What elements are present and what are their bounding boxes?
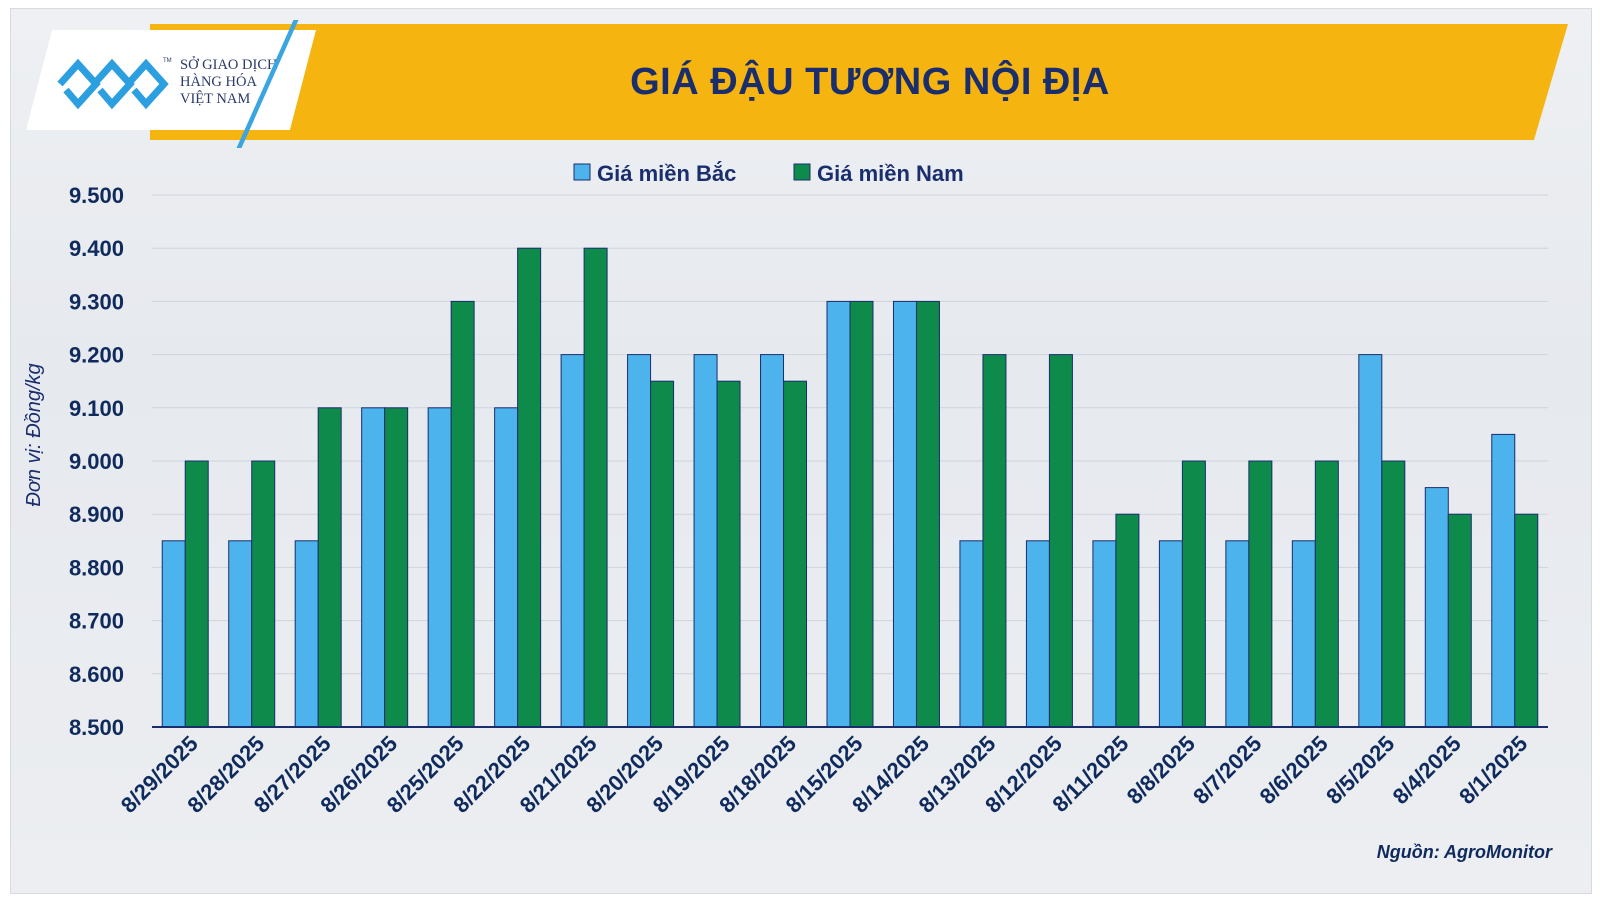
bar-north — [1025, 540, 1050, 728]
page-title: GIÁ ĐẬU TƯƠNG NỘI ĐỊA — [630, 60, 1110, 103]
bar-south — [716, 380, 741, 728]
bar-north — [294, 540, 319, 728]
x-tick-label: 8/1/2025 — [1454, 731, 1532, 809]
legend-swatch-south — [793, 163, 811, 181]
bar-north — [1358, 354, 1383, 728]
bar-south — [251, 460, 276, 728]
bar-north — [1291, 540, 1316, 728]
bar-north — [560, 354, 585, 728]
bar-north — [1225, 540, 1250, 728]
bar-south — [1514, 513, 1539, 728]
y-tick-label: 9.300 — [69, 289, 124, 314]
bar-south — [1447, 513, 1472, 728]
legend-swatch-north — [573, 163, 591, 181]
bar-south — [317, 407, 342, 728]
bar-north — [427, 407, 452, 728]
y-tick-label: 9.400 — [69, 236, 124, 261]
y-axis-ticks: 9.500 9.400 9.300 9.200 9.100 9.000 8.900 8.800… — [69, 183, 124, 740]
bar-south — [517, 247, 542, 728]
bar-south — [849, 300, 874, 728]
bar-south — [1381, 460, 1406, 728]
trademark-mark: TM — [163, 58, 172, 64]
x-tick-label: 8/6/2025 — [1255, 731, 1333, 809]
y-tick-label: 8.900 — [69, 502, 124, 527]
x-tick-label: 8/8/2025 — [1122, 731, 1200, 809]
bar-north — [959, 540, 984, 728]
legend: Giá miền Bắc Giá miền Nam — [573, 161, 964, 186]
logo-line-3: VIỆT NAM — [180, 91, 251, 107]
bar-north — [1491, 433, 1516, 728]
bar-south — [384, 407, 409, 728]
bar-south — [184, 460, 209, 728]
bar-north — [892, 300, 917, 728]
x-tick-label: 8/7/2025 — [1188, 731, 1266, 809]
x-tick-label: 8/5/2025 — [1321, 731, 1399, 809]
bar-north — [1424, 487, 1449, 728]
y-tick-label: 8.500 — [69, 715, 124, 740]
source-note: Nguồn: AgroMonitor — [1376, 842, 1552, 862]
y-tick-label: 8.800 — [69, 555, 124, 580]
bar-south — [583, 247, 608, 728]
y-tick-label: 8.600 — [69, 662, 124, 687]
bar-south — [915, 300, 940, 728]
bars — [161, 247, 1539, 728]
bar-south — [1181, 460, 1206, 728]
x-axis-ticks: 8/29/20258/28/20258/27/20258/26/20258/25… — [116, 731, 1532, 818]
y-tick-label: 8.700 — [69, 609, 124, 634]
bar-south — [783, 380, 808, 728]
legend-label-south: Giá miền Nam — [817, 161, 964, 186]
bar-south — [982, 354, 1007, 728]
bar-north — [1092, 540, 1117, 728]
x-tick-label: 8/4/2025 — [1388, 731, 1466, 809]
bar-south — [1048, 354, 1073, 728]
y-tick-label: 9.200 — [69, 343, 124, 368]
bar-north — [494, 407, 519, 728]
bar-north — [361, 407, 386, 728]
title-banner — [150, 24, 1568, 140]
y-tick-label: 9.000 — [69, 449, 124, 474]
bar-north — [627, 354, 652, 728]
y-tick-label: 9.100 — [69, 396, 124, 421]
logo-line-1: SỞ GIAO DỊCH — [180, 57, 278, 73]
exchange-logo-icon — [57, 58, 169, 110]
bar-north — [228, 540, 253, 728]
bar-south — [1115, 513, 1140, 728]
bar-south — [650, 380, 675, 728]
logo-line-2: HÀNG HÓA — [180, 74, 257, 90]
bar-north — [693, 354, 718, 728]
logo-text: SỞ GIAO DỊCH HÀNG HÓA VIỆT NAM — [180, 57, 310, 108]
bar-south — [1314, 460, 1339, 728]
y-axis-label: Đơn vị: Đồng/kg — [23, 363, 45, 506]
bar-south — [1248, 460, 1273, 728]
legend-label-north: Giá miền Bắc — [597, 161, 736, 186]
bar-north — [1158, 540, 1183, 728]
bar-south — [450, 300, 475, 728]
y-tick-label: 9.500 — [69, 183, 124, 208]
bar-north — [161, 540, 186, 728]
bar-north — [760, 354, 785, 728]
bar-north — [826, 300, 851, 728]
